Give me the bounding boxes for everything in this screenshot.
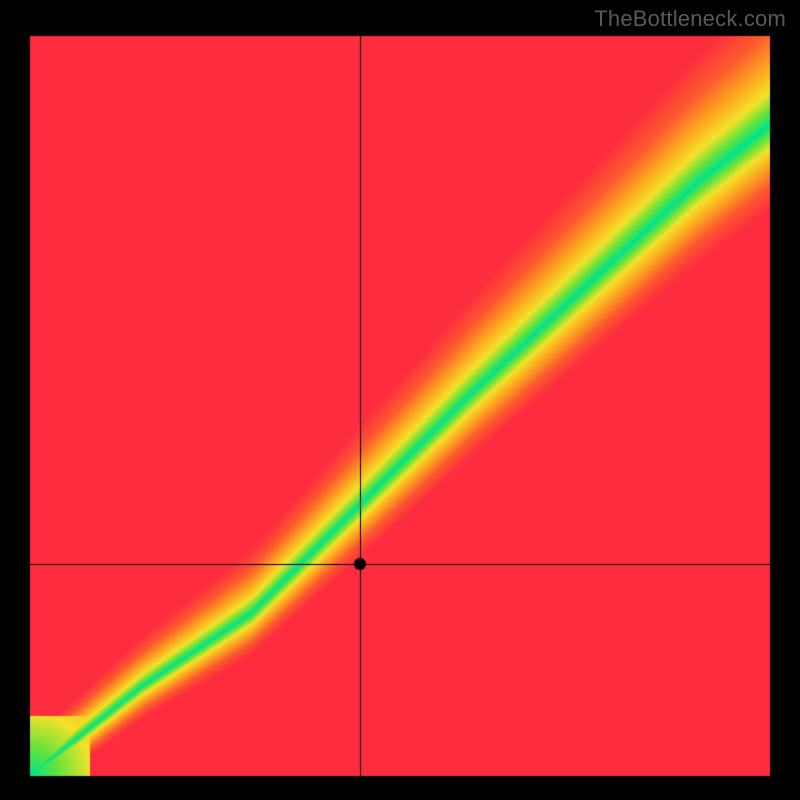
bottleneck-heatmap: [0, 0, 800, 800]
watermark-text: TheBottleneck.com: [594, 6, 786, 32]
